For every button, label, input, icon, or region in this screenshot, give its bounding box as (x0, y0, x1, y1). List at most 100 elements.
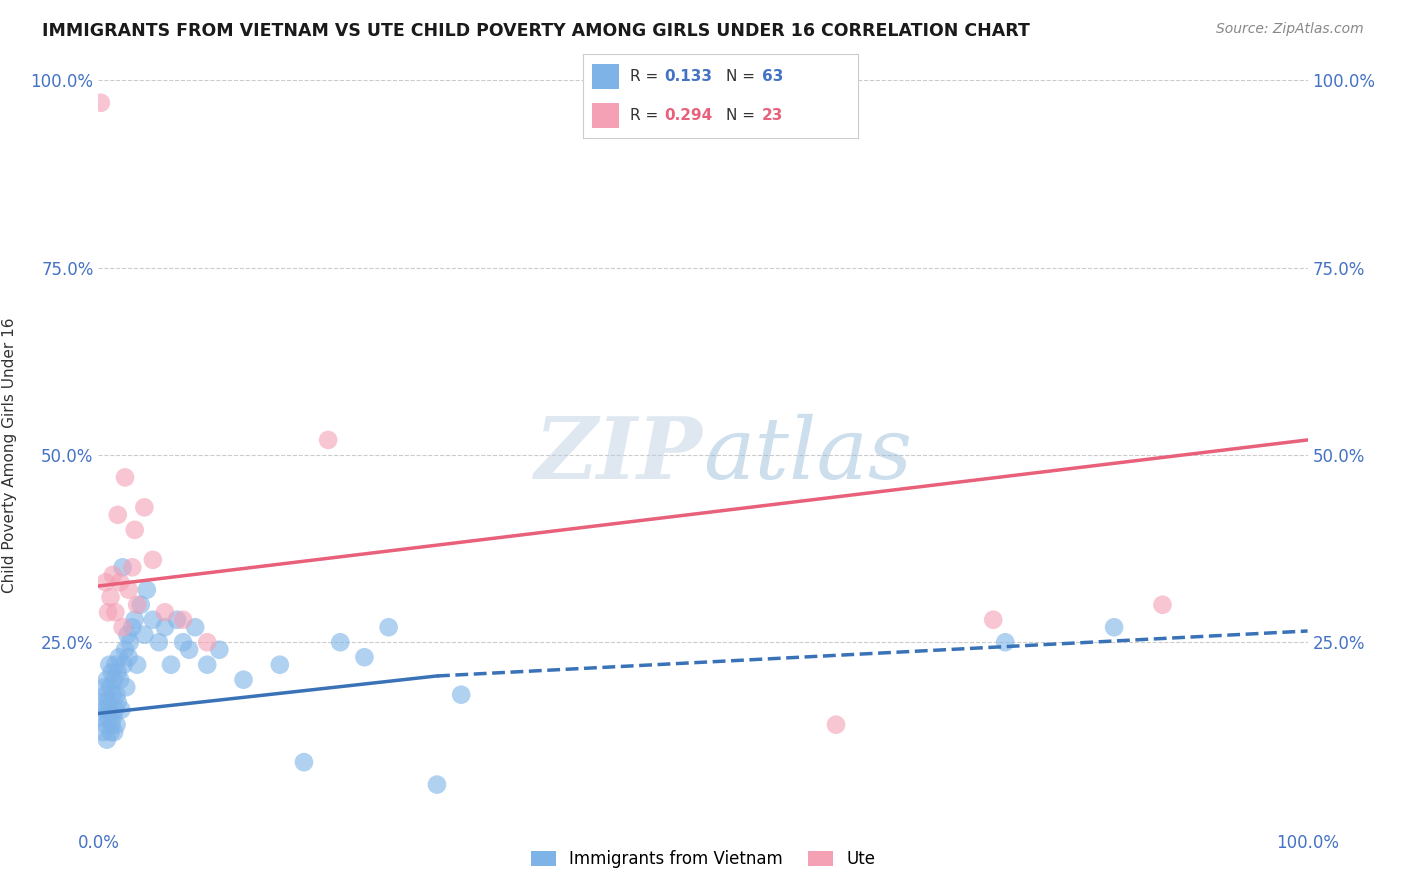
Point (94, 688, 117, 702)
Point (96, 732, 118, 747)
Point (172, 613, 194, 627)
Point (426, 778, 449, 792)
Point (166, 613, 188, 627)
Point (179, 642, 201, 657)
Point (121, 620, 143, 634)
Point (134, 500, 156, 515)
Text: 0.294: 0.294 (665, 108, 713, 123)
Point (97, 605, 120, 619)
Point (184, 620, 207, 634)
Point (142, 553, 165, 567)
Point (112, 657, 135, 672)
Point (100, 717, 122, 731)
Text: N =: N = (725, 69, 759, 84)
Point (91, 725, 114, 739)
Point (103, 673, 125, 687)
Point (108, 650, 131, 665)
Point (117, 628, 139, 642)
Point (104, 657, 127, 672)
Point (104, 703, 127, 717)
Point (172, 635, 194, 649)
Point (93, 703, 115, 717)
Legend: Immigrants from Vietnam, Ute: Immigrants from Vietnam, Ute (524, 844, 882, 875)
Point (127, 657, 149, 672)
Text: 23: 23 (762, 108, 783, 123)
Point (981, 613, 1004, 627)
Point (107, 665, 129, 680)
Point (100, 665, 122, 680)
Point (121, 560, 143, 574)
Point (292, 755, 315, 769)
Point (994, 635, 1017, 649)
Point (329, 635, 352, 649)
Point (100, 680, 122, 694)
Point (316, 433, 339, 447)
Point (118, 650, 141, 665)
Text: 63: 63 (762, 69, 783, 84)
Point (195, 657, 218, 672)
Point (134, 628, 156, 642)
Point (104, 605, 127, 619)
Point (98, 657, 121, 672)
Point (377, 620, 399, 634)
Point (153, 620, 176, 634)
Point (825, 717, 848, 731)
Point (127, 598, 149, 612)
Point (142, 613, 165, 627)
Text: Source: ZipAtlas.com: Source: ZipAtlas.com (1216, 22, 1364, 37)
Point (450, 688, 472, 702)
Point (148, 635, 170, 649)
Point (105, 717, 128, 731)
Point (1152, 598, 1174, 612)
Point (118, 635, 141, 649)
Point (97, 695, 120, 709)
Point (96, 673, 118, 687)
Text: R =: R = (630, 108, 664, 123)
Point (114, 470, 136, 484)
Point (107, 695, 129, 709)
Point (1102, 620, 1125, 634)
Point (111, 560, 134, 574)
Point (114, 642, 136, 657)
Text: atlas: atlas (703, 414, 912, 496)
Point (115, 680, 138, 694)
Point (111, 620, 134, 634)
FancyBboxPatch shape (592, 103, 619, 128)
Point (208, 642, 231, 657)
Point (91, 695, 114, 709)
Text: ZIP: ZIP (536, 413, 703, 497)
Text: IMMIGRANTS FROM VIETNAM VS UTE CHILD POVERTY AMONG GIRLS UNDER 16 CORRELATION CH: IMMIGRANTS FROM VIETNAM VS UTE CHILD POV… (42, 22, 1031, 40)
Point (353, 650, 375, 665)
Point (100, 591, 122, 605)
Point (110, 703, 132, 717)
Point (124, 613, 146, 627)
Point (101, 567, 124, 582)
Point (101, 688, 124, 702)
Point (90, 95, 112, 110)
Point (90, 710, 112, 724)
Text: 0.133: 0.133 (665, 69, 713, 84)
Text: N =: N = (725, 108, 759, 123)
Point (108, 575, 131, 590)
Point (97, 710, 120, 724)
FancyBboxPatch shape (592, 63, 619, 89)
Point (195, 635, 218, 649)
Point (100, 725, 122, 739)
Point (135, 582, 157, 597)
Point (153, 605, 176, 619)
Y-axis label: Child Poverty Among Girls Under 16: Child Poverty Among Girls Under 16 (1, 318, 17, 592)
Text: R =: R = (630, 69, 664, 84)
Point (160, 657, 183, 672)
Point (269, 657, 291, 672)
Point (98, 703, 121, 717)
Point (103, 725, 125, 739)
Point (94, 575, 117, 590)
Point (107, 508, 129, 522)
Point (118, 582, 141, 597)
Point (101, 710, 124, 724)
Point (94, 717, 117, 731)
Point (129, 598, 152, 612)
Point (232, 673, 254, 687)
Point (108, 673, 131, 687)
Point (124, 523, 146, 537)
